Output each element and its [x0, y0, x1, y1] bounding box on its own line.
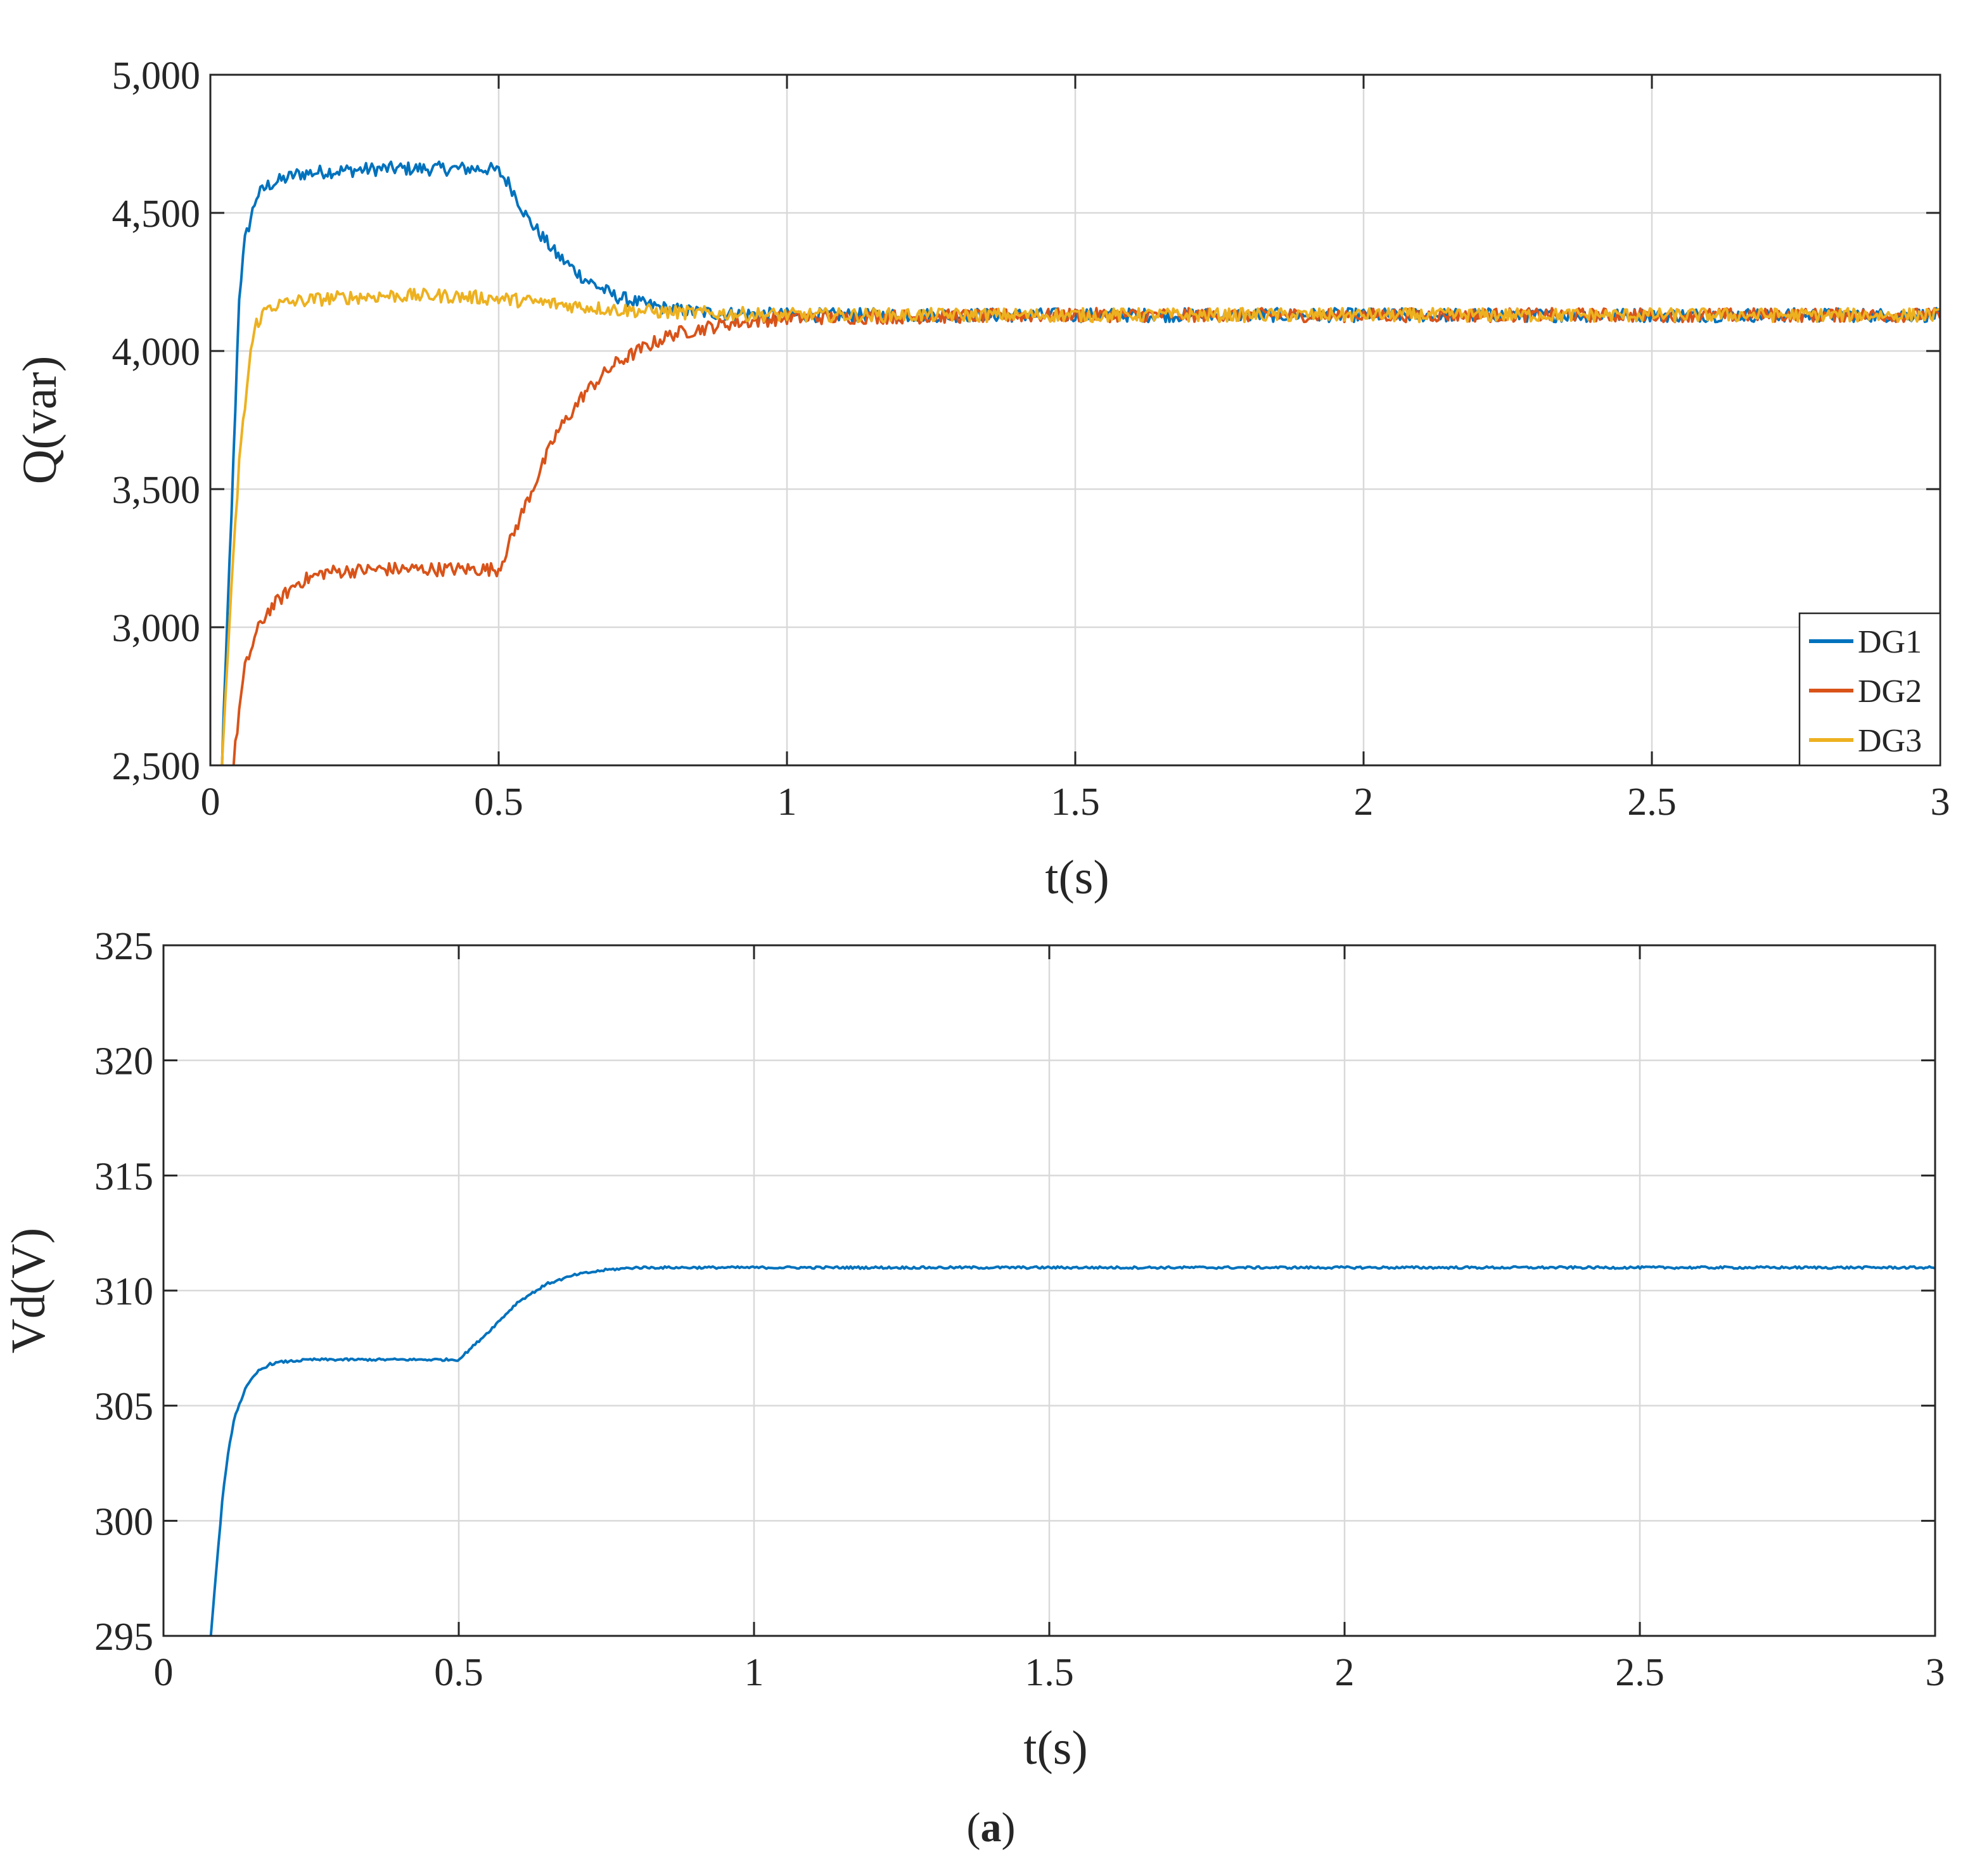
x-axis-label: t(s)	[1045, 851, 1109, 904]
caption-open-paren: (	[967, 1804, 981, 1851]
x-tick-label: 2	[1354, 781, 1374, 824]
x-tick-label: 3	[1926, 1651, 1945, 1694]
legend-entry-dg3: DG3	[1809, 723, 1922, 759]
y-tick-label: 295	[94, 1616, 153, 1659]
legend-label-dg1: DG1	[1858, 624, 1922, 660]
x-tick-label: 1	[777, 781, 797, 824]
legend: DG1 DG2 DG3	[1798, 612, 1941, 767]
series-line-vd	[209, 1265, 1935, 1636]
x-tick-label: 3	[1931, 781, 1950, 824]
caption-letter: a	[981, 1804, 1002, 1851]
y-tick-label: 2,500	[112, 745, 201, 788]
x-tick-label: 1.5	[1025, 1651, 1074, 1694]
series-line-dg3	[221, 288, 1940, 765]
reactive-power-chart: 0 0.5 1 1.5 2 2.5 3 2,500 3,000 3,500 4,000 4,500 5…	[13, 54, 1950, 904]
x-tick-label: 0	[201, 781, 221, 824]
x-tick-label: 2	[1335, 1651, 1355, 1694]
y-tick-label: 300	[94, 1500, 153, 1543]
y-tick-label: 5,000	[112, 54, 201, 98]
x-tick-label: 0	[154, 1651, 174, 1694]
figure-caption: (a)	[967, 1804, 1016, 1851]
legend-label-dg2: DG2	[1858, 673, 1922, 710]
x-tick-label: 1	[745, 1651, 764, 1694]
series-lines	[209, 1265, 1935, 1636]
y-tick-label: 3,000	[112, 607, 201, 650]
y-tick-label: 4,500	[112, 193, 201, 236]
y-tick-labels: 295 300 305 310 315 320 325	[94, 925, 153, 1659]
x-tick-label: 2.5	[1615, 1651, 1665, 1694]
y-axis-label: Vd(V)	[2, 1228, 55, 1353]
y-tick-label: 305	[94, 1386, 153, 1429]
y-tick-label: 310	[94, 1270, 153, 1313]
x-tick-label: 0.5	[434, 1651, 483, 1694]
legend-entry-dg2: DG2	[1809, 673, 1922, 710]
y-tick-label: 4,000	[112, 331, 201, 374]
d-axis-voltage-chart: 0 0.5 1 1.5 2 2.5 3 295 300 305 310 315 320 325 t(s)…	[2, 925, 1945, 1775]
x-axis-label: t(s)	[1023, 1721, 1087, 1775]
y-tick-labels: 2,500 3,000 3,500 4,000 4,500 5,000	[112, 54, 201, 788]
y-axis-label: Q(var)	[13, 356, 67, 485]
tick-marks	[162, 944, 1936, 1637]
y-tick-label: 320	[94, 1040, 153, 1083]
legend-entry-dg1: DG1	[1809, 624, 1922, 660]
y-tick-label: 3,500	[112, 469, 201, 512]
x-tick-labels: 0 0.5 1 1.5 2 2.5 3	[154, 1651, 1945, 1694]
legend-label-dg3: DG3	[1858, 723, 1922, 759]
caption-close-paren: )	[1002, 1804, 1016, 1851]
x-tick-label: 0.5	[474, 781, 523, 824]
series-lines	[221, 160, 1940, 765]
y-tick-label: 325	[94, 925, 153, 968]
y-tick-label: 315	[94, 1155, 153, 1198]
x-tick-label: 1.5	[1051, 781, 1100, 824]
x-tick-labels: 0 0.5 1 1.5 2 2.5 3	[201, 781, 1950, 824]
x-tick-label: 2.5	[1627, 781, 1677, 824]
